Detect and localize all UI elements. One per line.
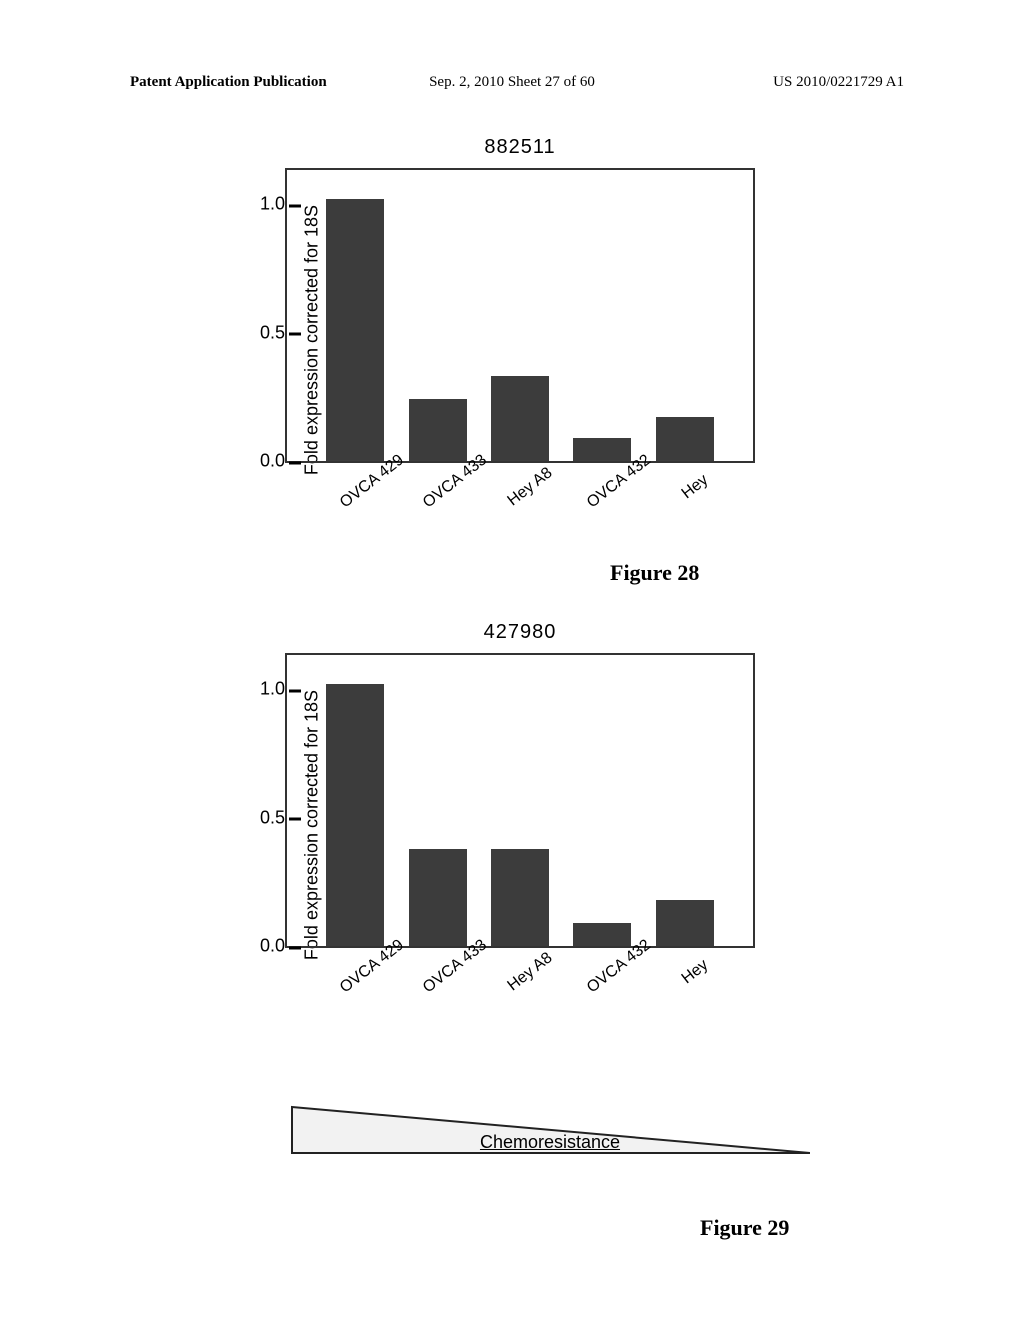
chart1-ytick: 0.5 bbox=[260, 322, 287, 343]
chart2-xlabel: OVCA 429 bbox=[337, 947, 394, 997]
page-header: Patent Application Publication Sep. 2, 2… bbox=[0, 74, 1024, 91]
chart1-bars bbox=[287, 170, 753, 461]
wedge-label: Chemoresistance bbox=[480, 1132, 620, 1153]
chart2-bar bbox=[656, 900, 714, 946]
chart1-xlabel: OVCA 432 bbox=[584, 462, 641, 512]
header-center: Sep. 2, 2010 Sheet 27 of 60 bbox=[429, 74, 595, 91]
chart1-plot: OVCA 429OVCA 433Hey A8OVCA 432Hey 0.00.5… bbox=[285, 168, 755, 463]
chart1-xlabel: Hey A8 bbox=[502, 462, 559, 512]
chart2-title: 427980 bbox=[484, 621, 557, 644]
chart1-title: 882511 bbox=[484, 136, 555, 159]
header-left: Patent Application Publication bbox=[130, 74, 327, 91]
chart2-bar bbox=[326, 684, 384, 946]
chart2-ytick: 0.0 bbox=[260, 936, 287, 957]
chart1-ytick: 1.0 bbox=[260, 194, 287, 215]
chart2-ytick: 0.5 bbox=[260, 807, 287, 828]
chart1-xlabel: OVCA 433 bbox=[420, 462, 477, 512]
chart1-bar bbox=[656, 417, 714, 461]
chart2-xlabel: OVCA 433 bbox=[420, 947, 477, 997]
chart1-bar bbox=[573, 438, 631, 461]
chart1-xlabels: OVCA 429OVCA 433Hey A8OVCA 432Hey bbox=[287, 461, 753, 479]
chart2-bar bbox=[573, 923, 631, 946]
chart2-xlabel: Hey bbox=[667, 947, 724, 997]
chart2-bars bbox=[287, 655, 753, 946]
chart2-plot: OVCA 429OVCA 433Hey A8OVCA 432Hey 0.00.5… bbox=[285, 653, 755, 948]
chart2-bar bbox=[409, 849, 467, 946]
figure-29-caption: Figure 29 bbox=[700, 1215, 789, 1241]
chart-882511: Fold expression corrected for 18S 882511… bbox=[225, 140, 785, 540]
chart1-bar bbox=[491, 376, 549, 461]
figure-28-caption: Figure 28 bbox=[610, 560, 699, 586]
chart-427980: Fold expression corrected for 18S 427980… bbox=[225, 625, 785, 1025]
chart1-bar bbox=[409, 399, 467, 461]
chart2-xlabel: OVCA 432 bbox=[584, 947, 641, 997]
chart2-xlabels: OVCA 429OVCA 433Hey A8OVCA 432Hey bbox=[287, 946, 753, 964]
chart2-xlabel: Hey A8 bbox=[502, 947, 559, 997]
chart2-ytick: 1.0 bbox=[260, 679, 287, 700]
chart1-bar bbox=[326, 199, 384, 461]
chemoresistance-wedge: Chemoresistance bbox=[290, 1105, 810, 1157]
chart1-xlabel: Hey bbox=[667, 462, 724, 512]
chart2-bar bbox=[491, 849, 549, 946]
chart1-ytick: 0.0 bbox=[260, 451, 287, 472]
chart1-xlabel: OVCA 429 bbox=[337, 462, 394, 512]
header-right: US 2010/0221729 A1 bbox=[773, 74, 904, 91]
